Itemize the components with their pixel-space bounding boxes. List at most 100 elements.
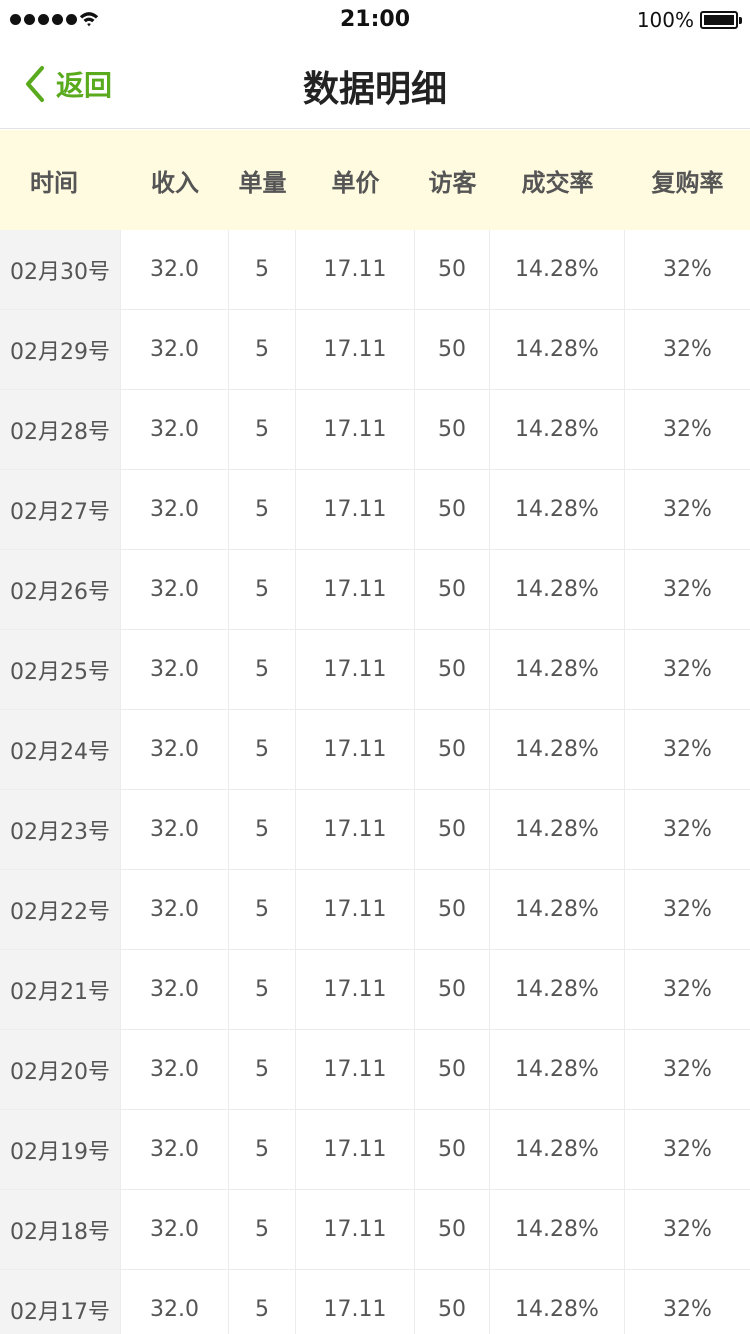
repurchase-rate-cell: 32%: [663, 337, 712, 362]
repurchase-rate-cell: 32%: [663, 737, 712, 762]
visitors-cell: 50: [415, 790, 490, 869]
income-cell: 32.0: [121, 1190, 229, 1269]
visitors-cell: 50: [415, 950, 490, 1029]
status-time: 21:00: [339, 7, 411, 32]
repurchase-rate-cell: 32%: [663, 417, 712, 442]
table-row[interactable]: 02月21号 32.0 5 17.11 50 14.28% 32%: [0, 950, 750, 1030]
date-cell: 02月26号: [0, 550, 121, 629]
unit-price-cell: 17.11: [296, 630, 415, 709]
column-header-unit-price: 单价: [331, 168, 380, 197]
visitors-cell: 50: [415, 870, 490, 949]
conversion-rate-cell: 14.28%: [490, 790, 625, 869]
date-cell: 02月17号: [0, 1270, 121, 1334]
conversion-rate-cell: 14.28%: [490, 630, 625, 709]
visitors-cell: 50: [415, 1110, 490, 1189]
table-row[interactable]: 02月28号 32.0 5 17.11 50 14.28% 32%: [0, 390, 750, 470]
income-cell: 32.0: [121, 630, 229, 709]
date-cell: 02月30号: [0, 230, 121, 309]
repurchase-rate-cell: 32%: [663, 1137, 712, 1162]
unit-price-cell: 17.11: [296, 1030, 415, 1109]
visitors-cell: 50: [415, 470, 490, 549]
date-cell: 02月18号: [0, 1190, 121, 1269]
visitors-cell: 50: [415, 710, 490, 789]
table-row[interactable]: 02月22号 32.0 5 17.11 50 14.28% 32%: [0, 870, 750, 950]
income-cell: 32.0: [121, 230, 229, 309]
unit-price-cell: 17.11: [296, 790, 415, 869]
date-cell: 02月21号: [0, 950, 121, 1029]
table-body: 02月30号 32.0 5 17.11 50 14.28% 32% 02月29号 32.0 5 17…: [0, 230, 750, 1334]
orders-cell: 5: [229, 1190, 296, 1269]
date-cell: 02月24号: [0, 710, 121, 789]
orders-cell: 5: [229, 470, 296, 549]
orders-cell: 5: [229, 550, 296, 629]
visitors-cell: 50: [415, 390, 490, 469]
orders-cell: 5: [229, 390, 296, 469]
unit-price-cell: 17.11: [296, 230, 415, 309]
table-row[interactable]: 02月26号 32.0 5 17.11 50 14.28% 32%: [0, 550, 750, 630]
signal-dots-icon: [10, 14, 77, 25]
visitors-cell: 50: [415, 1030, 490, 1109]
unit-price-cell: 17.11: [296, 1270, 415, 1334]
column-header-income: 收入: [151, 168, 199, 197]
table-row[interactable]: 02月18号 32.0 5 17.11 50 14.28% 32%: [0, 1190, 750, 1270]
date-cell: 02月19号: [0, 1110, 121, 1189]
income-cell: 32.0: [121, 950, 229, 1029]
table-row[interactable]: 02月30号 32.0 5 17.11 50 14.28% 32%: [0, 230, 750, 310]
date-cell: 02月29号: [0, 310, 121, 389]
back-button[interactable]: 返回: [22, 62, 112, 106]
unit-price-cell: 17.11: [296, 710, 415, 789]
unit-price-cell: 17.11: [296, 390, 415, 469]
unit-price-cell: 17.11: [296, 1190, 415, 1269]
battery-percent: 100%: [636, 8, 694, 32]
visitors-cell: 50: [415, 550, 490, 629]
conversion-rate-cell: 14.28%: [490, 310, 625, 389]
column-header-conversion-rate: 成交率: [521, 168, 594, 197]
repurchase-rate-cell: 32%: [663, 1057, 712, 1082]
visitors-cell: 50: [415, 1270, 490, 1334]
unit-price-cell: 17.11: [296, 470, 415, 549]
table-row[interactable]: 02月29号 32.0 5 17.11 50 14.28% 32%: [0, 310, 750, 390]
table-row[interactable]: 02月23号 32.0 5 17.11 50 14.28% 32%: [0, 790, 750, 870]
conversion-rate-cell: 14.28%: [490, 1030, 625, 1109]
battery-icon: [700, 11, 742, 29]
income-cell: 32.0: [121, 1110, 229, 1189]
conversion-rate-cell: 14.28%: [490, 1270, 625, 1334]
visitors-cell: 50: [415, 230, 490, 309]
orders-cell: 5: [229, 790, 296, 869]
conversion-rate-cell: 14.28%: [490, 870, 625, 949]
table-row[interactable]: 02月19号 32.0 5 17.11 50 14.28% 32%: [0, 1110, 750, 1190]
repurchase-rate-cell: 32%: [663, 257, 712, 282]
unit-price-cell: 17.11: [296, 870, 415, 949]
repurchase-rate-cell: 32%: [663, 817, 712, 842]
orders-cell: 5: [229, 870, 296, 949]
orders-cell: 5: [229, 1110, 296, 1189]
income-cell: 32.0: [121, 790, 229, 869]
table-row[interactable]: 02月25号 32.0 5 17.11 50 14.28% 32%: [0, 630, 750, 710]
repurchase-rate-cell: 32%: [663, 657, 712, 682]
table-row[interactable]: 02月24号 32.0 5 17.11 50 14.28% 32%: [0, 710, 750, 790]
table-row[interactable]: 02月27号 32.0 5 17.11 50 14.28% 32%: [0, 470, 750, 550]
status-bar: 21:00 100%: [0, 0, 750, 40]
unit-price-cell: 17.11: [296, 310, 415, 389]
conversion-rate-cell: 14.28%: [490, 390, 625, 469]
income-cell: 32.0: [121, 870, 229, 949]
unit-price-cell: 17.11: [296, 1110, 415, 1189]
income-cell: 32.0: [121, 1030, 229, 1109]
orders-cell: 5: [229, 1270, 296, 1334]
repurchase-rate-cell: 32%: [663, 497, 712, 522]
unit-price-cell: 17.11: [296, 950, 415, 1029]
page-title: 数据明细: [302, 69, 447, 110]
column-header-repurchase-rate: 复购率: [651, 168, 724, 197]
income-cell: 32.0: [121, 1270, 229, 1334]
date-cell: 02月23号: [0, 790, 121, 869]
repurchase-rate-cell: 32%: [663, 577, 712, 602]
table-row[interactable]: 02月20号 32.0 5 17.11 50 14.28% 32%: [0, 1030, 750, 1110]
unit-price-cell: 17.11: [296, 550, 415, 629]
orders-cell: 5: [229, 1030, 296, 1109]
table-row[interactable]: 02月17号 32.0 5 17.11 50 14.28% 32%: [0, 1270, 750, 1334]
conversion-rate-cell: 14.28%: [490, 1190, 625, 1269]
nav-bar: 返回 数据明细: [0, 40, 750, 129]
income-cell: 32.0: [121, 390, 229, 469]
date-cell: 02月28号: [0, 390, 121, 469]
column-header-orders: 单量: [238, 168, 287, 197]
